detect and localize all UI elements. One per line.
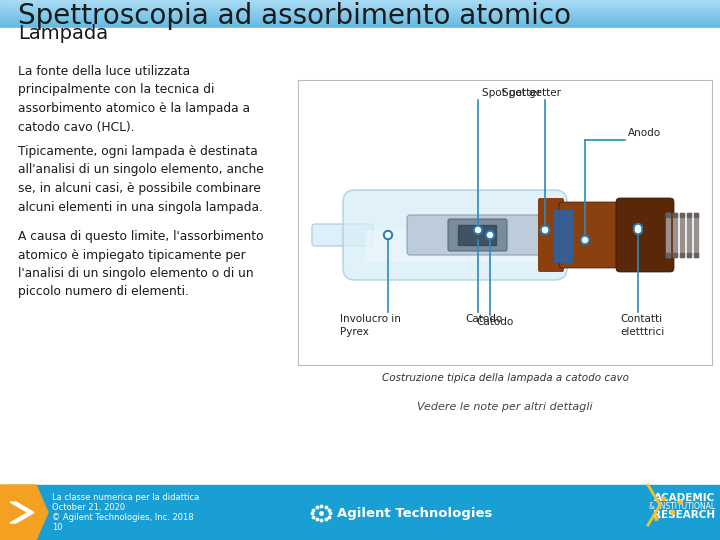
Circle shape bbox=[384, 231, 392, 240]
Bar bbox=[458, 225, 496, 245]
Circle shape bbox=[636, 226, 641, 231]
Text: Tipicamente, ogni lampada è destinata
all'analisi di un singolo elemento, anche
: Tipicamente, ogni lampada è destinata al… bbox=[18, 145, 264, 213]
Text: Vedere le note per altri dettagli: Vedere le note per altri dettagli bbox=[417, 402, 593, 412]
Text: Spot getter: Spot getter bbox=[502, 88, 561, 98]
Bar bbox=[666, 253, 670, 257]
Bar bbox=[0, 18, 720, 19]
Text: Anodo: Anodo bbox=[628, 128, 661, 138]
Bar bbox=[562, 205, 627, 265]
Text: Spot getter: Spot getter bbox=[482, 88, 541, 98]
Bar bbox=[0, 17, 720, 18]
Bar bbox=[0, 13, 720, 14]
Bar bbox=[0, 2, 720, 3]
FancyBboxPatch shape bbox=[559, 202, 630, 268]
Bar bbox=[0, 7, 720, 8]
Circle shape bbox=[542, 227, 547, 233]
Bar bbox=[687, 253, 691, 257]
Circle shape bbox=[541, 226, 549, 234]
Circle shape bbox=[385, 233, 390, 238]
Bar bbox=[0, 24, 720, 25]
Bar bbox=[666, 213, 670, 217]
Bar bbox=[0, 21, 720, 22]
Bar bbox=[0, 22, 720, 23]
Bar bbox=[0, 3, 720, 4]
Bar bbox=[554, 210, 572, 262]
Text: Contatti
eletttrici: Contatti eletttrici bbox=[620, 314, 665, 337]
Polygon shape bbox=[0, 485, 48, 540]
Bar bbox=[0, 8, 720, 9]
Bar bbox=[0, 14, 720, 15]
Bar bbox=[0, 10, 720, 11]
Circle shape bbox=[485, 231, 495, 240]
Text: RESEARCH: RESEARCH bbox=[653, 510, 715, 520]
Text: Catodo: Catodo bbox=[476, 317, 513, 327]
Bar bbox=[666, 213, 670, 257]
Circle shape bbox=[487, 233, 492, 238]
Bar bbox=[0, 19, 720, 20]
Polygon shape bbox=[10, 502, 34, 523]
FancyBboxPatch shape bbox=[343, 190, 567, 280]
FancyBboxPatch shape bbox=[538, 198, 564, 272]
Bar bbox=[673, 213, 677, 217]
Bar bbox=[0, 1, 720, 2]
Text: ACADEMIC: ACADEMIC bbox=[654, 493, 715, 503]
Bar bbox=[0, 16, 720, 17]
Circle shape bbox=[582, 238, 588, 242]
Text: 10: 10 bbox=[52, 523, 63, 532]
Text: October 21, 2020: October 21, 2020 bbox=[52, 503, 125, 512]
Bar bbox=[0, 25, 720, 26]
FancyBboxPatch shape bbox=[312, 224, 373, 246]
Bar bbox=[687, 213, 691, 217]
Bar bbox=[0, 6, 720, 7]
Text: Costruzione tipica della lampada a catodo cavo: Costruzione tipica della lampada a catod… bbox=[382, 373, 629, 383]
Bar bbox=[0, 0, 720, 1]
Bar bbox=[0, 15, 720, 16]
Text: La classe numerica per la didattica: La classe numerica per la didattica bbox=[52, 493, 199, 502]
Bar bbox=[0, 5, 720, 6]
FancyBboxPatch shape bbox=[616, 198, 674, 272]
Circle shape bbox=[541, 226, 549, 234]
Bar bbox=[0, 485, 720, 540]
FancyBboxPatch shape bbox=[365, 230, 540, 262]
Bar bbox=[0, 9, 720, 10]
Text: A causa di questo limite, l'assorbimento
atomico è impiegato tipicamente per
l'a: A causa di questo limite, l'assorbimento… bbox=[18, 230, 264, 299]
Circle shape bbox=[475, 227, 480, 233]
Text: Lampada: Lampada bbox=[18, 24, 108, 43]
Bar bbox=[0, 12, 720, 13]
Bar bbox=[687, 213, 691, 257]
Bar bbox=[540, 200, 562, 270]
Bar bbox=[0, 26, 720, 27]
Bar bbox=[694, 253, 698, 257]
Circle shape bbox=[474, 226, 482, 234]
Bar bbox=[673, 253, 677, 257]
Bar bbox=[680, 213, 684, 217]
Text: Agilent Technologies: Agilent Technologies bbox=[337, 507, 492, 519]
Bar bbox=[0, 11, 720, 12]
Bar bbox=[298, 80, 712, 365]
Text: & INSTITUTIONAL: & INSTITUTIONAL bbox=[649, 502, 715, 511]
Bar bbox=[0, 23, 720, 24]
FancyBboxPatch shape bbox=[407, 215, 543, 255]
Text: Catodo: Catodo bbox=[465, 314, 503, 324]
Text: Involucro in
Pyrex: Involucro in Pyrex bbox=[340, 314, 401, 337]
Bar bbox=[694, 213, 698, 217]
Circle shape bbox=[634, 226, 642, 234]
Text: La fonte della luce utilizzata
principalmente con la tecnica di
assorbimento ato: La fonte della luce utilizzata principal… bbox=[18, 65, 250, 133]
Text: © Agilent Technologies, Inc. 2018: © Agilent Technologies, Inc. 2018 bbox=[52, 513, 194, 522]
Bar bbox=[694, 213, 698, 257]
Bar bbox=[0, 4, 720, 5]
Bar bbox=[673, 213, 677, 257]
Circle shape bbox=[636, 227, 641, 233]
Bar bbox=[0, 27, 720, 28]
Bar bbox=[680, 213, 684, 257]
Circle shape bbox=[580, 235, 590, 245]
FancyBboxPatch shape bbox=[448, 219, 507, 251]
Bar bbox=[0, 28, 720, 485]
Bar bbox=[0, 20, 720, 21]
Text: Spettroscopia ad assorbimento atomico: Spettroscopia ad assorbimento atomico bbox=[18, 2, 571, 30]
Circle shape bbox=[634, 224, 642, 233]
Circle shape bbox=[542, 227, 547, 233]
Bar bbox=[680, 253, 684, 257]
